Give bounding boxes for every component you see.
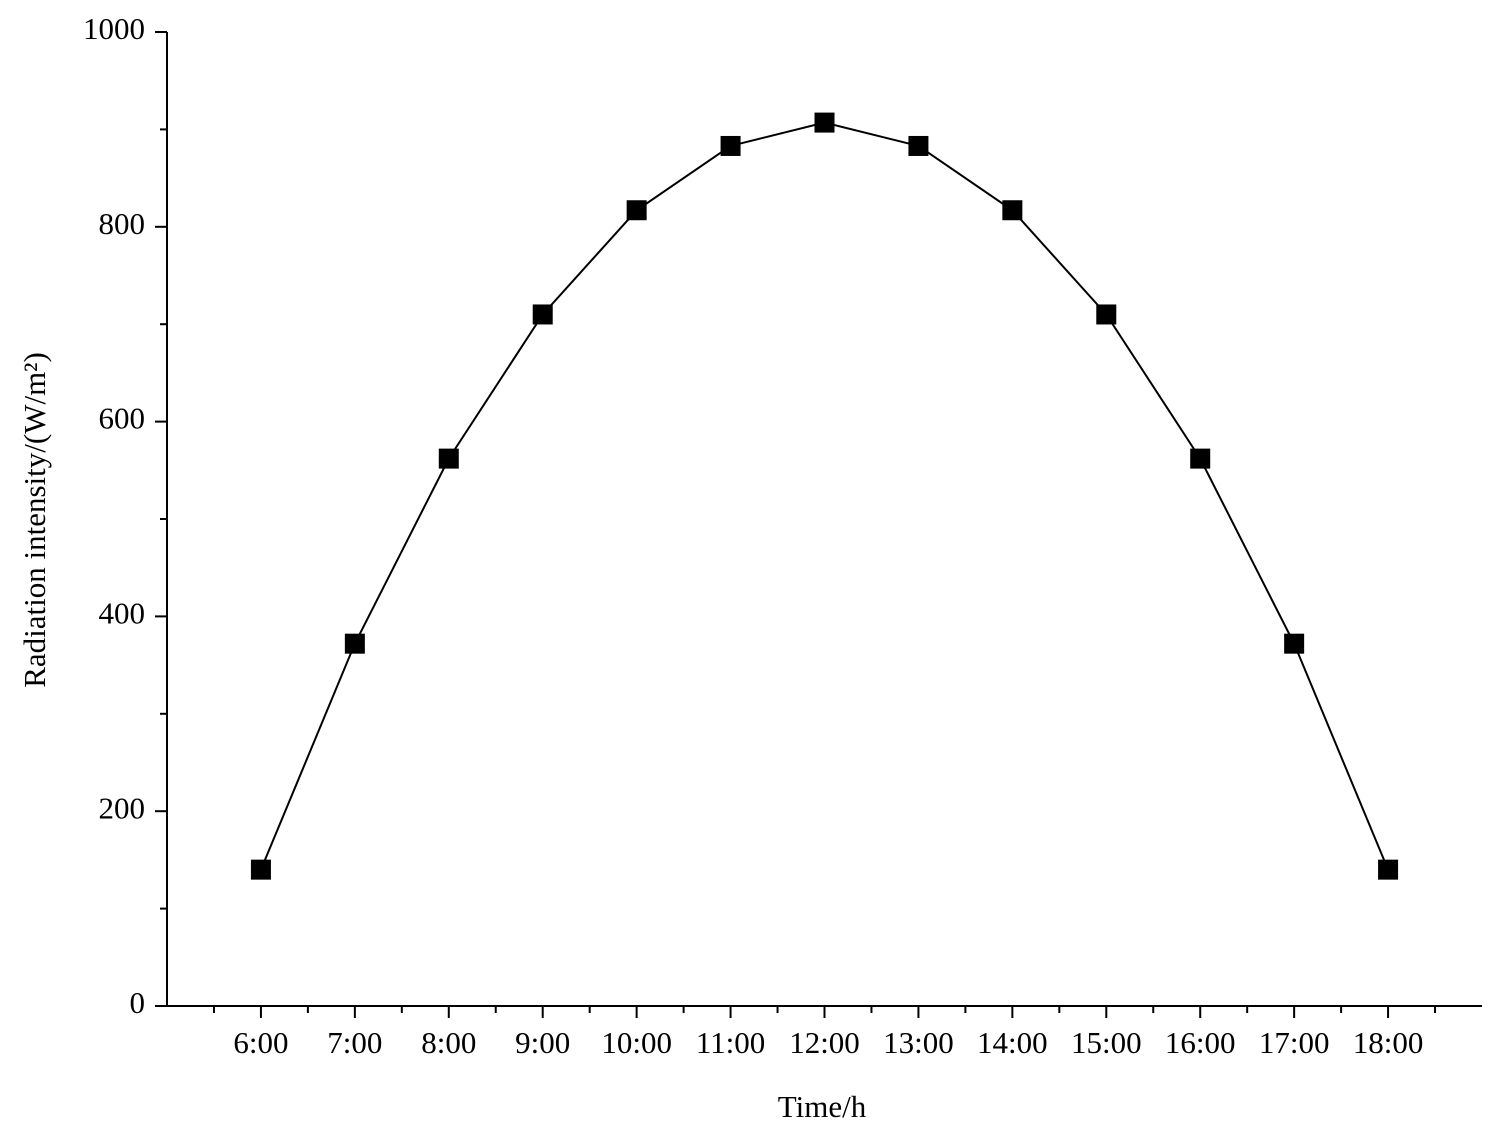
data-line [260,121,1389,871]
x-tick-label: 11:00 [696,1025,765,1060]
x-tick-label: 15:00 [1071,1025,1142,1060]
x-tick-label: 14:00 [977,1025,1048,1060]
data-marker [1002,200,1023,221]
data-marker [438,448,459,469]
x-axis-title: Time/h [778,1089,867,1124]
x-tick-label: 9:00 [515,1025,570,1060]
data-marker [250,859,271,880]
y-tick-label: 400 [99,596,146,631]
y-tick-label: 1000 [83,11,145,46]
data-marker [720,135,741,156]
y-axis-title: Radiation intensity/(W/m²) [17,352,52,688]
data-marker [908,135,929,156]
data-marker [814,112,835,133]
x-tick-label: 6:00 [233,1025,288,1060]
y-tick-label: 800 [99,206,146,241]
x-tick-label: 13:00 [883,1025,954,1060]
y-tick-label: 600 [99,401,146,436]
x-tick-label: 17:00 [1259,1025,1330,1060]
y-tick-label: 200 [99,790,146,825]
x-tick-label: 10:00 [601,1025,672,1060]
y-tick-label: 0 [130,985,146,1020]
data-marker [1190,448,1211,469]
data-marker [532,304,553,325]
data-marker [626,200,647,221]
data-marker [1378,859,1399,880]
x-tick-label: 7:00 [327,1025,382,1060]
x-tick-label: 18:00 [1353,1025,1424,1060]
data-marker [1284,633,1305,654]
data-marker [344,633,365,654]
data-marker [1096,304,1117,325]
x-tick-label: 16:00 [1165,1025,1236,1060]
x-tick-label: 8:00 [421,1025,476,1060]
x-tick-label: 12:00 [789,1025,860,1060]
